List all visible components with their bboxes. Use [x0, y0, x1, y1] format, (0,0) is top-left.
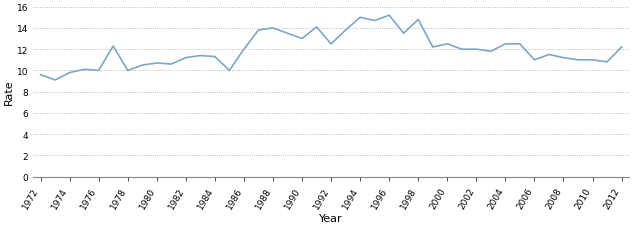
X-axis label: Year: Year: [319, 213, 343, 223]
Y-axis label: Rate: Rate: [4, 79, 14, 105]
